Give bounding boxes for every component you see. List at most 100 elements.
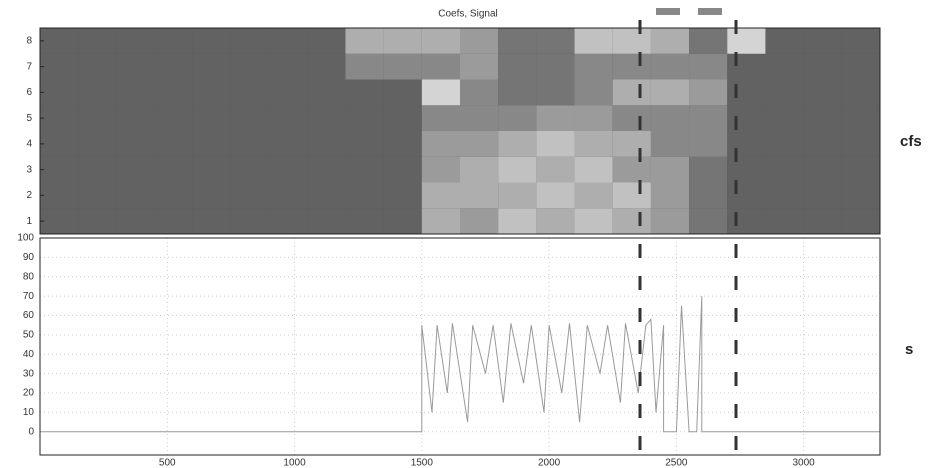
y-tick-label: 0 [28, 426, 34, 437]
heat-cell [345, 131, 383, 157]
heat-cell [78, 105, 116, 131]
heat-cell [384, 105, 422, 131]
heat-cell [116, 208, 154, 234]
heat-cell [155, 105, 193, 131]
heat-cell [498, 131, 536, 157]
heat-cell [613, 80, 651, 106]
heat-cell [536, 54, 574, 80]
heat-cell [460, 80, 498, 106]
heat-cell [727, 131, 765, 157]
heat-cell [116, 105, 154, 131]
heat-cell [307, 54, 345, 80]
heat-cell [269, 157, 307, 183]
heat-cell [689, 54, 727, 80]
heat-cell [116, 157, 154, 183]
heat-cell [40, 54, 78, 80]
heat-cell [804, 28, 842, 54]
heat-cell [384, 208, 422, 234]
heat-cell [613, 131, 651, 157]
y-tick-label: 90 [23, 252, 35, 263]
heat-cell [765, 105, 803, 131]
heat-cell [269, 105, 307, 131]
heat-cell [689, 80, 727, 106]
heat-cell [575, 183, 613, 209]
heat-cell [422, 131, 460, 157]
heat-cell [269, 131, 307, 157]
heat-cell [40, 131, 78, 157]
heat-cell [536, 208, 574, 234]
heat-cell [613, 54, 651, 80]
heat-cell [116, 28, 154, 54]
heat-cell [193, 131, 231, 157]
heat-cell [842, 54, 880, 80]
heat-cell [536, 131, 574, 157]
heat-cell [765, 28, 803, 54]
y-tick-label: 60 [23, 310, 35, 321]
chart: Coefs, Signal cfs s 12345678010203040506… [0, 0, 937, 468]
heat-cell [613, 183, 651, 209]
heat-cell [689, 208, 727, 234]
heat-cell [651, 105, 689, 131]
signal-line [40, 296, 880, 432]
heat-cell [422, 54, 460, 80]
x-tick-label: 3000 [793, 458, 816, 468]
heat-cell [116, 183, 154, 209]
y-tick-label: 70 [23, 291, 35, 302]
heat-cell [231, 157, 269, 183]
heat-cell [651, 54, 689, 80]
heat-cell [804, 157, 842, 183]
heat-cell [307, 28, 345, 54]
heat-cell [231, 183, 269, 209]
heat-cell [536, 105, 574, 131]
heat-cell [536, 28, 574, 54]
heat-cell [765, 54, 803, 80]
heat-cell [765, 131, 803, 157]
heat-cell [842, 208, 880, 234]
heat-cell [498, 183, 536, 209]
y-tick-label: 2 [26, 190, 32, 201]
heat-cell [155, 54, 193, 80]
heat-cell [116, 131, 154, 157]
heat-cell [78, 28, 116, 54]
heat-cell [345, 80, 383, 106]
heat-cell [231, 80, 269, 106]
heat-cell [804, 183, 842, 209]
heat-cell [116, 54, 154, 80]
heat-cell [78, 54, 116, 80]
heat-cell [498, 157, 536, 183]
heat-cell [193, 54, 231, 80]
heat-cell [842, 183, 880, 209]
heat-cell [384, 183, 422, 209]
heat-cell [193, 80, 231, 106]
heat-cell [384, 131, 422, 157]
heat-cell [575, 54, 613, 80]
heat-cell [40, 157, 78, 183]
heat-cell [498, 80, 536, 106]
page: Coefs, Signal cfs s 12345678010203040506… [0, 0, 937, 468]
heat-cell [155, 183, 193, 209]
heat-cell [842, 131, 880, 157]
chart-title: Coefs, Signal [438, 9, 497, 20]
heat-cell [575, 28, 613, 54]
heat-cell [498, 208, 536, 234]
heat-cell [422, 105, 460, 131]
heat-cell [727, 208, 765, 234]
heat-cell [804, 131, 842, 157]
y-label: s [905, 341, 913, 358]
heat-cell [651, 157, 689, 183]
y-tick-label: 100 [17, 233, 34, 244]
heat-cell [804, 54, 842, 80]
x-tick-label: 1000 [283, 458, 306, 468]
y-tick-label: 20 [23, 388, 35, 399]
heat-cell [193, 28, 231, 54]
heat-cell [727, 28, 765, 54]
heat-cell [40, 183, 78, 209]
heat-cell [78, 183, 116, 209]
heat-cell [345, 105, 383, 131]
heat-cell [269, 183, 307, 209]
heat-cell [231, 105, 269, 131]
heat-cell [193, 105, 231, 131]
heat-cell [231, 54, 269, 80]
y-tick-label: 5 [26, 113, 32, 124]
y-tick-label: 1 [26, 216, 32, 227]
